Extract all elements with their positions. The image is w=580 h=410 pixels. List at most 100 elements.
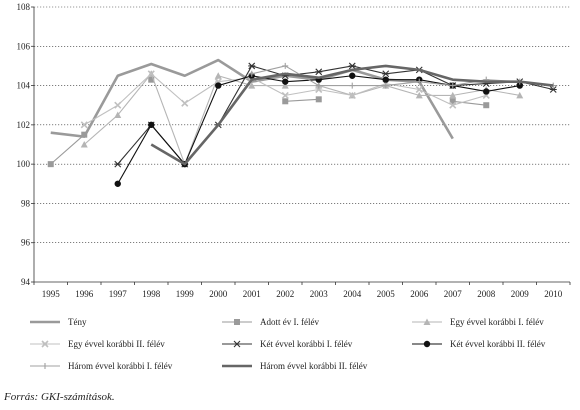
x-tick-label: 1997 xyxy=(109,289,128,299)
x-tick-label: 2001 xyxy=(243,289,261,299)
point-marker-plus xyxy=(382,82,389,89)
y-tick-label: 106 xyxy=(17,41,31,51)
point-marker-x xyxy=(348,91,356,99)
x-tick-label: 2009 xyxy=(511,289,530,299)
grid-lines xyxy=(34,6,570,244)
series-2 xyxy=(47,76,490,168)
point-marker-square xyxy=(234,319,240,325)
series-group xyxy=(47,58,557,187)
point-marker-star xyxy=(114,160,122,168)
point-marker-plus xyxy=(42,363,48,369)
point-marker-x xyxy=(281,91,289,99)
point-marker-x xyxy=(315,85,323,94)
point-marker-square xyxy=(449,98,456,105)
point-marker-x xyxy=(181,99,189,107)
point-marker-circle xyxy=(349,72,356,79)
legend-item: Egy évvel korábbi I. félév xyxy=(412,317,544,327)
point-marker-plus xyxy=(248,70,255,77)
point-marker-triangle xyxy=(423,318,431,325)
legend-label: Egy évvel korábbi I. félév xyxy=(450,317,544,327)
x-tick-label: 2000 xyxy=(209,289,228,299)
legend-label: Tény xyxy=(68,317,87,327)
point-marker-plus xyxy=(416,78,423,85)
legend-item: Két évvel korábbi II. félév xyxy=(412,339,546,349)
legend-item: Egy évvel korábbi II. félév xyxy=(30,339,165,349)
y-tick-label: 98 xyxy=(21,198,31,208)
x-tick-label: 1998 xyxy=(142,289,161,299)
series-line xyxy=(150,64,554,166)
point-marker-star xyxy=(382,70,390,78)
y-tick-label: 104 xyxy=(17,81,31,91)
point-marker-x xyxy=(80,121,88,129)
y-axis: 94 96 98 100 102 104 106 108 xyxy=(17,2,35,287)
x-tick-label: 1996 xyxy=(75,289,94,299)
legend-label: Egy évvel korábbi II. félév xyxy=(68,339,165,349)
y-tick-label: 96 xyxy=(21,238,31,248)
legend-label: Két évvel korábbi I. félév xyxy=(260,339,353,349)
legend-item: Három évvel korábbi I. félév xyxy=(30,361,173,371)
y-tick-label: 102 xyxy=(17,120,31,130)
point-marker-plus xyxy=(449,82,456,89)
point-marker-triangle xyxy=(80,141,88,148)
legend-label: Három évvel korábbi II. félév xyxy=(260,361,368,371)
point-marker-plus xyxy=(315,82,322,89)
point-marker-triangle xyxy=(516,91,524,99)
point-marker-x xyxy=(41,340,49,348)
x-tick-label: 2008 xyxy=(477,289,496,299)
point-marker-circle xyxy=(148,121,155,129)
legend-item: Tény xyxy=(30,317,87,327)
series-line xyxy=(452,100,487,106)
x-tick-label: 2002 xyxy=(276,289,294,299)
point-marker-square xyxy=(81,131,88,138)
point-marker-square xyxy=(315,96,322,103)
x-axis: 1995 1996 1997 1998 1999 2000 2001 2002 2003 2004… xyxy=(33,281,571,299)
point-marker-star xyxy=(315,68,323,76)
point-marker-plus xyxy=(349,82,356,89)
y-tick-label: 108 xyxy=(17,2,31,12)
legend-item: Két évvel korábbi I. félév xyxy=(222,339,353,349)
x-tick-label: 2007 xyxy=(444,289,463,299)
point-marker-plus xyxy=(282,62,289,69)
legend-label: Adott év I. félév xyxy=(260,317,319,327)
x-tick-label: 2003 xyxy=(310,289,329,299)
legend: Tény Adott év I. félév Egy évvel korábbi I… xyxy=(30,317,546,371)
point-marker-triangle xyxy=(114,111,122,119)
point-marker-circle xyxy=(282,78,289,85)
x-tick-label: 2005 xyxy=(377,289,396,299)
x-tick-label: 2006 xyxy=(410,289,429,299)
source-note: Forrás: GKI-számítások. xyxy=(4,391,115,403)
point-marker-x xyxy=(147,70,155,78)
point-marker-star xyxy=(248,62,256,70)
point-marker-x xyxy=(449,101,457,109)
point-marker-circle xyxy=(516,82,523,89)
point-marker-circle xyxy=(423,340,431,348)
point-marker-circle xyxy=(382,76,389,83)
x-tick-label: 1999 xyxy=(176,289,195,299)
point-marker-x xyxy=(415,85,423,94)
point-marker-star xyxy=(348,62,356,70)
x-tick-label: 2004 xyxy=(343,289,362,299)
y-tick-label: 94 xyxy=(21,277,31,287)
point-marker-circle xyxy=(114,180,121,187)
point-marker-triangle xyxy=(214,72,222,79)
point-marker-star xyxy=(233,340,241,348)
legend-label: Három évvel korábbi I. félév xyxy=(68,361,173,371)
point-marker-triangle xyxy=(415,91,423,99)
legend-item: Adott év I. félév xyxy=(222,317,319,327)
x-tick-label: 1995 xyxy=(42,289,61,299)
point-marker-circle xyxy=(483,88,490,95)
point-marker-triangle xyxy=(449,91,457,99)
series-8 xyxy=(150,64,554,166)
point-marker-star xyxy=(549,86,557,93)
point-marker-square xyxy=(282,98,289,105)
series-line xyxy=(285,98,319,102)
series-line xyxy=(83,73,520,165)
y-tick-label: 100 xyxy=(17,159,31,169)
series-line xyxy=(117,75,520,185)
legend-label: Két évvel korábbi II. félév xyxy=(450,339,546,349)
series-line xyxy=(50,134,85,165)
point-marker-x xyxy=(114,101,122,109)
point-marker-triangle xyxy=(281,82,289,89)
point-marker-triangle xyxy=(248,82,256,89)
